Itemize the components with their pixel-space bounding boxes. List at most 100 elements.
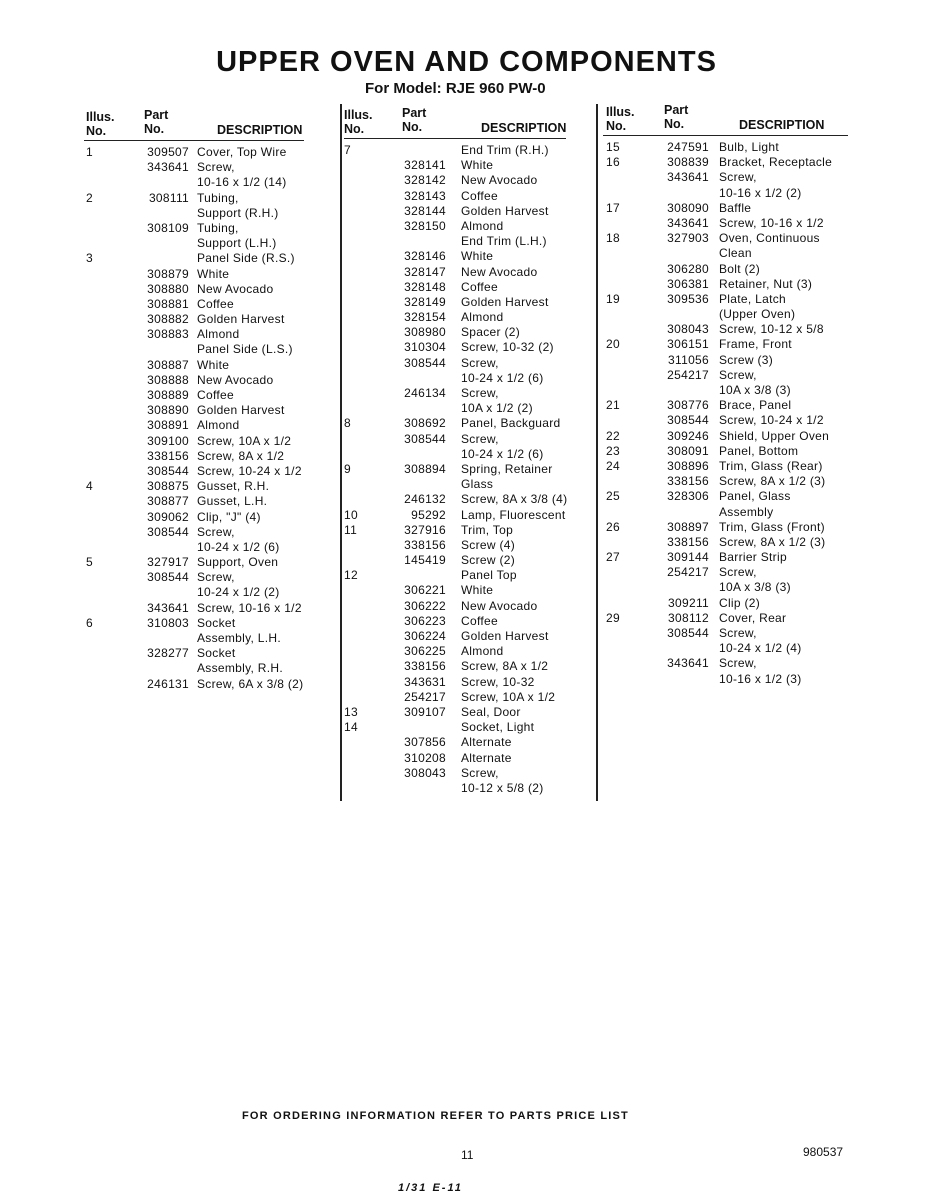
part-description: Oven, Continuous (719, 231, 820, 246)
header-part-no: No. (402, 120, 423, 134)
illus-number: 16 (606, 155, 620, 170)
part-number: 338156 (404, 537, 446, 552)
header-description: DESCRIPTION (217, 123, 303, 137)
parts-row: 246132 Screw, 8A x 3/8 (4) (344, 492, 567, 507)
parts-row: 328146 White (344, 249, 566, 264)
parts-row: 254217 Screw, 10A x 1/2 (344, 690, 566, 705)
part-description: Screw, (197, 160, 235, 175)
illus-number: 21 (606, 398, 620, 413)
page-number: 11 (461, 1148, 474, 1162)
part-description: Screw, (461, 765, 499, 780)
part-number: 246131 (147, 676, 189, 691)
part-description: Barrier Strip (719, 550, 787, 565)
illus-number: 7 (344, 143, 351, 157)
parts-row: Clean (603, 246, 848, 261)
ordering-note: FOR ORDERING INFORMATION REFER TO PARTS … (242, 1110, 629, 1122)
header-illus-label: Illus. (344, 108, 373, 122)
part-number: 308839 (667, 155, 709, 170)
part-number: 308897 (667, 519, 709, 534)
part-description: 10-12 x 5/8 (2) (461, 780, 544, 795)
part-description: Screw, (197, 524, 235, 539)
part-description: Screw, 10-32 (461, 674, 535, 689)
part-description: Screw, (719, 565, 757, 580)
parts-row: 338156 Screw, 8A x 1/2 (84, 449, 304, 464)
part-description: 10-24 x 1/2 (6) (461, 446, 544, 461)
part-description: Screw, 10-32 (2) (461, 340, 554, 355)
part-description: New Avocado (461, 264, 538, 279)
parts-row: 3 Panel Side (R.S.) (84, 251, 304, 266)
header-description: DESCRIPTION (739, 118, 825, 132)
header-illus-no: No. (344, 122, 365, 136)
illus-number: 8 (344, 416, 351, 431)
parts-row: 328149 Golden Harvest (344, 295, 566, 310)
part-description: Golden Harvest (461, 203, 549, 218)
parts-row: Assembly, L.H. (84, 631, 304, 646)
parts-row: 328144 Golden Harvest (344, 204, 566, 219)
part-number: 308544 (404, 431, 446, 446)
parts-row: 145419 Screw (2) (344, 553, 566, 568)
part-number: 328149 (404, 294, 446, 309)
part-number: 327916 (404, 522, 446, 537)
parts-row: 338156 Screw, 8A x 1/2 (3) (603, 474, 848, 489)
parts-row: 309211 Clip (2) (603, 596, 848, 611)
part-number: 308692 (404, 416, 446, 431)
part-description: Almond (197, 418, 240, 433)
part-description: Spring, Retainer (461, 461, 553, 476)
part-number: 308776 (667, 398, 709, 413)
part-description: Bracket, Receptacle (719, 155, 833, 170)
part-number: 308043 (404, 765, 446, 780)
part-description: Screw, (719, 170, 757, 185)
part-description: Gusset, R.H. (197, 479, 270, 494)
part-description: White (197, 357, 230, 372)
part-number: 343641 (667, 170, 709, 185)
part-number: 343631 (404, 674, 446, 689)
part-description: White (461, 583, 494, 598)
parts-row: 16 308839 Bracket, Receptacle (603, 155, 848, 170)
parts-row: 306280 Bolt (2) (603, 262, 848, 277)
part-number: 246134 (404, 386, 446, 400)
parts-row: 338156 Screw, 8A x 1/2 (344, 659, 566, 674)
parts-row: 343641 Screw, 10-16 x 1/2 (603, 216, 848, 231)
illus-number: 12 (344, 568, 358, 583)
parts-row: 10-12 x 5/8 (2) (344, 781, 566, 796)
illus-number: 4 (86, 479, 93, 494)
illus-number: 20 (606, 337, 620, 352)
parts-row: 308879 White (84, 267, 304, 282)
column-divider (596, 104, 598, 801)
part-number: 308888 (147, 372, 189, 387)
part-number: 308880 (147, 281, 189, 296)
parts-row: Assembly (603, 505, 848, 520)
parts-row: 338156 Screw, 8A x 1/2 (3) (603, 535, 848, 550)
parts-row: Support (L.H.) (84, 236, 304, 251)
part-description: 10-24 x 1/2 (6) (461, 370, 544, 385)
part-description: Clean (719, 246, 752, 261)
part-number: 308879 (147, 266, 189, 281)
part-description: Screw, 8A x 1/2 (3) (719, 534, 826, 549)
parts-row: 6 310803 Socket (84, 616, 304, 631)
parts-column-1: Illus. No. Part No. DESCRIPTION 1 309507 Cover,… (84, 108, 304, 692)
parts-row: 19 309536 Plate, Latch (603, 292, 848, 307)
part-description: Cover, Rear (719, 610, 787, 625)
part-description: Cover, Top Wire (197, 145, 287, 159)
header-illus: Illus. No. (86, 110, 114, 138)
illus-number: 15 (606, 140, 620, 154)
parts-list: 1 309507 Cover, Top Wire 343641 Screw, 10-16 … (84, 145, 304, 692)
parts-row: 9 308894 Spring, Retainer (344, 462, 566, 477)
parts-row: 308889 Coffee (84, 388, 304, 403)
parts-row: 328143 Coffee (344, 189, 566, 204)
handwritten-mark: 1/31 E-11 (398, 1182, 463, 1194)
part-description: Coffee (461, 188, 498, 203)
part-description: Bolt (2) (719, 261, 761, 276)
part-description: Support (L.H.) (197, 236, 277, 251)
illus-number: 18 (606, 231, 620, 246)
part-description: Screw, (719, 626, 757, 640)
part-number: 328141 (404, 158, 446, 173)
parts-row: 246134 Screw, (344, 386, 566, 401)
header-illus: Illus. No. (606, 105, 634, 133)
parts-column-3: Illus. No. Part No. DESCRIPTION 15 247591 Bulb,… (603, 103, 848, 687)
part-description: Shield, Upper Oven (719, 428, 830, 443)
part-number: 328306 (667, 489, 709, 504)
part-number: 308896 (667, 458, 709, 473)
header-illus-no: No. (606, 119, 627, 133)
header-illus-label: Illus. (86, 110, 115, 124)
